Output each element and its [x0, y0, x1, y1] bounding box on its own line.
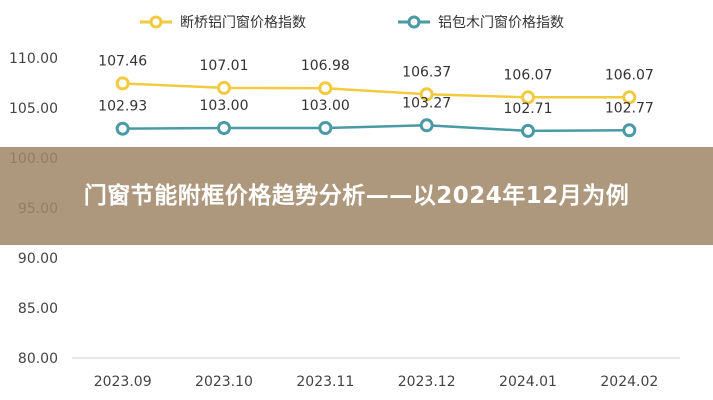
x-tick-label: 2023.10: [195, 374, 253, 390]
x-tick-label: 2023.11: [296, 374, 354, 390]
x-tick-label: 2023.09: [94, 374, 152, 390]
data-point: [521, 90, 535, 105]
legend-marker: [149, 15, 163, 29]
data-label: 102.77: [605, 100, 654, 116]
page-title: 门窗节能附框价格趋势分析——以2024年12月为例: [83, 183, 630, 209]
y-tick-label: 110.00: [9, 51, 58, 67]
data-point: [622, 123, 637, 138]
data-label: 107.46: [98, 53, 147, 69]
data-label: 102.71: [504, 101, 553, 117]
data-label: 103.00: [200, 98, 249, 114]
legend-marker: [407, 15, 421, 29]
data-label: 103.00: [301, 98, 350, 114]
data-point: [217, 121, 231, 135]
y-tick-label: 85.00: [18, 301, 58, 317]
data-label: 106.98: [301, 58, 350, 74]
data-point: [521, 123, 535, 138]
y-tick-label: 80.00: [18, 351, 58, 367]
y-tick-label: 90.00: [18, 251, 58, 267]
data-label: 106.07: [605, 67, 654, 83]
x-tick-label: 2023.12: [398, 374, 456, 390]
data-label: 106.37: [402, 64, 451, 80]
data-point: [419, 118, 434, 133]
data-point: [318, 81, 333, 96]
data-label: 106.07: [504, 67, 553, 83]
data-point: [622, 90, 637, 105]
data-point: [318, 121, 333, 135]
series-line: [122, 82, 630, 99]
data-point: [115, 121, 130, 136]
x-tick-label: 2024.01: [499, 374, 557, 390]
x-tick-label: 2024.02: [600, 374, 658, 390]
data-label: 107.01: [200, 58, 249, 74]
data-point: [419, 87, 434, 102]
y-tick-label: 105.00: [9, 101, 58, 117]
data-point: [115, 76, 130, 91]
data-label: 103.27: [402, 95, 451, 111]
title-banner: 门窗节能附框价格趋势分析——以2024年12月为例: [0, 147, 713, 245]
legend-label: 断桥铝门窗价格指数: [180, 14, 306, 31]
data-point: [217, 80, 231, 95]
data-label: 102.93: [98, 99, 147, 115]
series-line: [122, 124, 630, 133]
legend-label: 铝包木门窗价格指数: [438, 14, 564, 31]
